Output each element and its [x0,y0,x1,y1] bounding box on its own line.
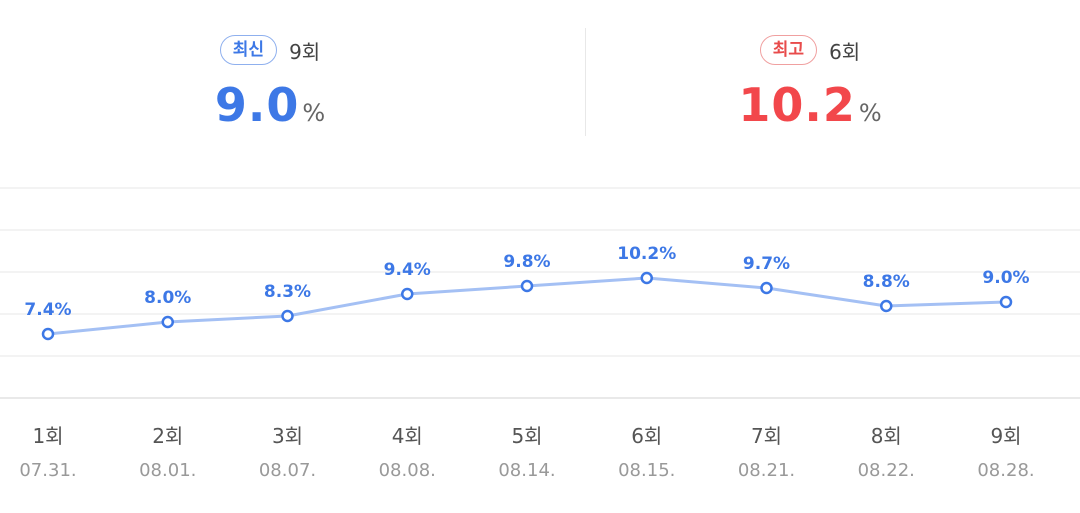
rating-line-chart: 7.4% 1회 07.31. 8.0% 2회 08.01. 8.3% 3회 08.07. 9.4%… [0,187,1080,481]
data-point [520,279,534,293]
x-date-label: 07.31. [19,460,76,481]
data-label: 8.0% [144,288,191,308]
x-tick-label: 7회 [751,424,782,448]
latest-value: 9.0 [214,78,300,132]
highest-unit: % [858,99,882,127]
x-date-label: 08.01. [139,460,196,481]
latest-badge: 최신 [219,35,278,65]
x-date-label: 08.15. [618,460,675,481]
x-tick-label: 2회 [152,424,183,448]
data-label: 9.4% [384,260,431,280]
x-date-label: 08.07. [259,460,316,481]
x-date-label: 08.21. [738,460,795,481]
data-label: 7.4% [24,300,71,320]
latest-unit: % [302,99,326,127]
x-date-label: 08.08. [379,460,436,481]
data-label: 9.7% [743,254,790,274]
data-label: 9.0% [982,268,1029,288]
data-label: 10.2% [617,244,676,264]
highest-value: 10.2 [738,78,856,132]
x-tick-label: 3회 [272,424,303,448]
data-point [41,327,55,341]
x-date-label: 08.22. [858,460,915,481]
summary-divider [585,28,586,136]
x-tick-label: 6회 [631,424,662,448]
highest-episode: 6회 [829,39,861,64]
data-point [760,281,773,295]
x-tick-label: 8회 [871,424,902,448]
x-date-label: 08.14. [498,460,555,481]
x-tick-label: 1회 [32,424,63,448]
highest-badge: 최고 [759,35,818,65]
highest-panel: 최고 6회 10.2% [540,28,1080,148]
x-tick-label: 4회 [392,424,423,448]
data-point [640,271,653,285]
data-point [161,315,174,329]
data-label: 9.8% [503,252,550,272]
latest-episode: 9회 [289,39,321,64]
data-point [281,309,294,323]
data-label: 8.3% [264,282,311,302]
latest-panel: 최신 9회 9.0% [0,28,540,148]
x-date-label: 08.28. [977,460,1034,481]
rating-summary: 최신 9회 9.0% 최고 6회 10.2% [0,0,1080,150]
data-point [999,295,1013,309]
x-tick-label: 5회 [511,424,542,448]
data-point [401,287,414,301]
data-point [880,299,893,313]
x-tick-label: 9회 [990,424,1021,448]
data-label: 8.8% [863,272,910,292]
